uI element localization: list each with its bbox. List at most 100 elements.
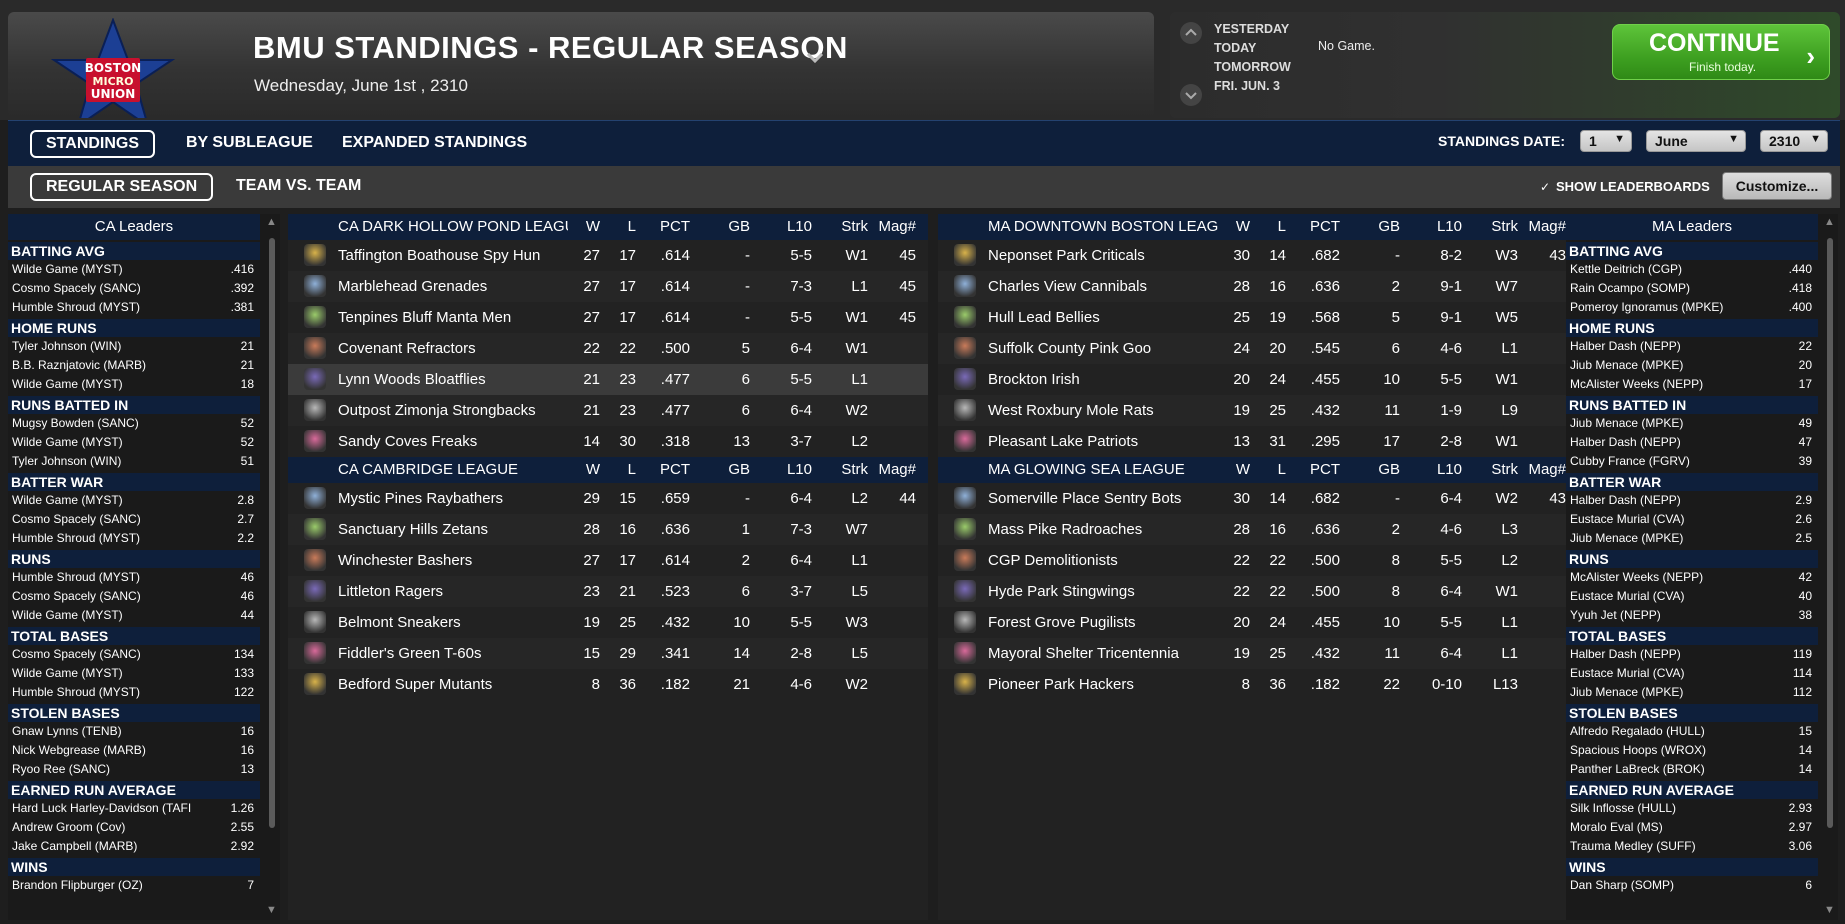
column-header-wins[interactable]: W [585,218,600,235]
column-header-wins[interactable]: W [1235,461,1250,478]
column-header-gb[interactable]: GB [1378,218,1400,235]
leader-row[interactable]: Wilde Game (MYST) 2.8 [8,491,260,510]
team-row[interactable]: Suffolk County Pink Goo 24 20 .545 6 4-6 L1 [938,333,1578,364]
show-leaderboards-checkbox[interactable]: ✓ SHOW LEADERBOARDS [1540,179,1710,194]
column-header-streak[interactable]: Strk [1491,218,1518,235]
team-name[interactable]: Pleasant Lake Patriots [988,433,1139,450]
leader-row[interactable]: Pomeroy Ignoramus (MPKE) .400 [1566,298,1818,317]
day-today[interactable]: TODAY [1214,41,1257,55]
column-header-gb[interactable]: GB [728,461,750,478]
column-header-gb[interactable]: GB [728,218,750,235]
leader-category-header[interactable]: TOTAL BASES [8,627,260,645]
leader-row[interactable]: Wilde Game (MYST) .416 [8,260,260,279]
column-header-losses[interactable]: L [627,461,636,478]
leader-row[interactable]: Yyuh Jet (NEPP) 38 [1566,606,1818,625]
leader-row[interactable]: McAlister Weeks (NEPP) 42 [1566,568,1818,587]
column-header-magic-number[interactable]: Mag# [1528,218,1566,235]
leader-row[interactable]: Wilde Game (MYST) 18 [8,375,260,394]
column-header-pct[interactable]: PCT [1310,218,1340,235]
leader-row[interactable]: McAlister Weeks (NEPP) 17 [1566,375,1818,394]
leader-row[interactable]: Gnaw Lynns (TENB) 16 [8,722,260,741]
chevron-down-icon[interactable] [1180,84,1202,106]
tab-standings[interactable]: STANDINGS [30,130,156,158]
leader-row[interactable]: Eustace Murial (CVA) 114 [1566,664,1818,683]
leader-row[interactable]: Mugsy Bowden (SANC) 52 [8,414,260,433]
scroll-down-icon[interactable]: ▼ [266,904,277,916]
team-row[interactable]: Charles View Cannibals 28 16 .636 2 9-1 W7 [938,271,1578,302]
leader-row[interactable]: Eustace Murial (CVA) 2.6 [1566,510,1818,529]
leader-category-header[interactable]: STOLEN BASES [1566,704,1818,722]
team-name[interactable]: Winchester Bashers [338,552,473,569]
team-name[interactable]: Littleton Ragers [338,583,444,600]
column-header-losses[interactable]: L [627,218,636,235]
team-row[interactable]: Sanctuary Hills Zetans 28 16 .636 1 7-3 W7 [288,514,928,545]
team-name[interactable]: Brockton Irish [988,371,1080,388]
column-header-wins[interactable]: W [585,461,600,478]
scroll-thumb[interactable] [1827,238,1833,828]
team-row[interactable]: Brockton Irish 20 24 .455 10 5-5 W1 [938,364,1578,395]
leader-row[interactable]: Jiub Menace (MPKE) 112 [1566,683,1818,702]
column-header-gb[interactable]: GB [1378,461,1400,478]
chevron-down-icon[interactable] [804,46,826,68]
scroll-thumb[interactable] [269,238,275,828]
leader-row[interactable]: Halber Dash (NEPP) 2.9 [1566,491,1818,510]
leader-row[interactable]: Moralo Eval (MS) 2.97 [1566,818,1818,837]
leader-category-header[interactable]: RUNS BATTED IN [8,396,260,414]
team-row[interactable]: Mystic Pines Raybathers 29 15 .659 - 6-4 L2 44 [288,483,928,514]
tab-by-subleague[interactable]: BY SUBLEAGUE [186,134,313,151]
team-row[interactable]: Forest Grove Pugilists 20 24 .455 10 5-5 L1 [938,607,1578,638]
team-row[interactable]: Pioneer Park Hackers 8 36 .182 22 0-10 L13 [938,669,1578,700]
team-row[interactable]: Tenpines Bluff Manta Men 27 17 .614 - 5-5 W1 45 [288,302,928,333]
leader-row[interactable]: B.B. Raznjatovic (MARB) 21 [8,356,260,375]
leader-row[interactable]: Halber Dash (NEPP) 47 [1566,433,1818,452]
date-month-select[interactable]: June ▼ [1646,130,1746,152]
team-row[interactable]: Littleton Ragers 23 21 .523 6 3-7 L5 [288,576,928,607]
leader-category-header[interactable]: WINS [1566,858,1818,876]
ca-leaders-scrollbar[interactable]: ▲ ▼ [264,214,280,920]
leader-row[interactable]: Eustace Murial (CVA) 40 [1566,587,1818,606]
team-row[interactable]: Hull Lead Bellies 25 19 .568 5 9-1 W5 [938,302,1578,333]
column-header-last-ten[interactable]: L10 [1436,461,1462,478]
team-name[interactable]: Neponset Park Criticals [988,247,1145,264]
leader-category-header[interactable]: RUNS [1566,550,1818,568]
column-header-losses[interactable]: L [1277,218,1286,235]
team-name[interactable]: Lynn Woods Bloatflies [338,371,486,388]
column-header-last-ten[interactable]: L10 [1436,218,1462,235]
team-name[interactable]: Forest Grove Pugilists [988,614,1136,631]
leader-row[interactable]: Jiub Menace (MPKE) 2.5 [1566,529,1818,548]
leader-row[interactable]: Halber Dash (NEPP) 119 [1566,645,1818,664]
team-name[interactable]: Bedford Super Mutants [338,676,493,693]
column-header-streak[interactable]: Strk [841,461,868,478]
leader-row[interactable]: Humble Shroud (MYST) 122 [8,683,260,702]
tab-team-vs-team[interactable]: TEAM VS. TEAM [236,177,362,194]
team-name[interactable]: Fiddler's Green T-60s [338,645,482,662]
leader-category-header[interactable]: TOTAL BASES [1566,627,1818,645]
leader-row[interactable]: Trauma Medley (SUFF) 3.06 [1566,837,1818,856]
scroll-up-icon[interactable]: ▲ [1824,216,1835,228]
leader-row[interactable]: Wilde Game (MYST) 52 [8,433,260,452]
leader-row[interactable]: Ryoo Ree (SANC) 13 [8,760,260,779]
leader-row[interactable]: Wilde Game (MYST) 133 [8,664,260,683]
day-tomorrow[interactable]: TOMORROW [1214,60,1291,74]
column-header-last-ten[interactable]: L10 [786,218,812,235]
team-row[interactable]: Fiddler's Green T-60s 15 29 .341 14 2-8 L5 [288,638,928,669]
date-year-select[interactable]: 2310 ▼ [1760,130,1828,152]
leader-category-header[interactable]: STOLEN BASES [8,704,260,722]
leader-category-header[interactable]: EARNED RUN AVERAGE [1566,781,1818,799]
leader-row[interactable]: Andrew Groom (Cov) 2.55 [8,818,260,837]
team-row[interactable]: Lynn Woods Bloatflies 21 23 .477 6 5-5 L1 [288,364,928,395]
leader-row[interactable]: Tyler Johnson (WIN) 21 [8,337,260,356]
team-name[interactable]: Taffington Boathouse Spy Hun [338,247,541,264]
leader-category-header[interactable]: RUNS [8,550,260,568]
column-header-pct[interactable]: PCT [1310,461,1340,478]
tab-regular-season[interactable]: REGULAR SEASON [30,173,214,201]
team-row[interactable]: Bedford Super Mutants 8 36 .182 21 4-6 W2 [288,669,928,700]
team-name[interactable]: Pioneer Park Hackers [988,676,1134,693]
team-name[interactable]: Sanctuary Hills Zetans [338,521,489,538]
team-name[interactable]: Mass Pike Radroaches [988,521,1143,538]
team-name[interactable]: Outpost Zimonja Strongbacks [338,402,536,419]
leader-row[interactable]: Humble Shroud (MYST) 46 [8,568,260,587]
ma-leaders-scrollbar[interactable]: ▲ ▼ [1822,214,1838,920]
team-row[interactable]: Taffington Boathouse Spy Hun 27 17 .614 - 5-5… [288,240,928,271]
leader-row[interactable]: Cubby France (FGRV) 39 [1566,452,1818,471]
